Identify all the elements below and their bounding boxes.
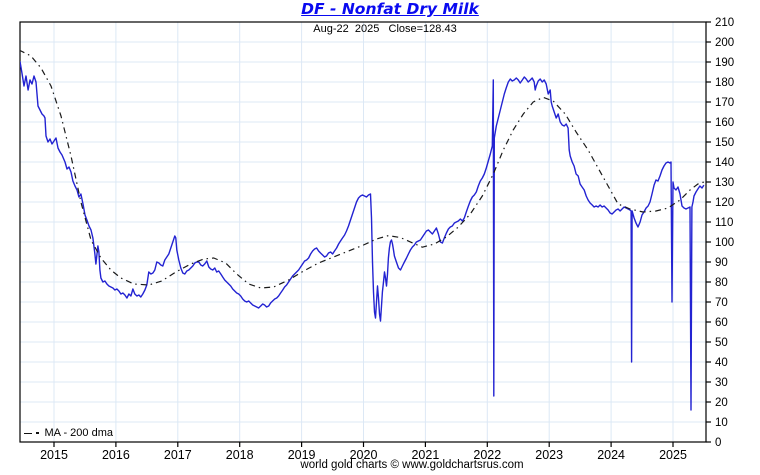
y-tick-label-190: 190: [715, 57, 734, 69]
x-tick-label-2024: 2024: [597, 448, 625, 462]
x-tick-label-2016: 2016: [102, 448, 130, 462]
y-tick-label-110: 110: [715, 217, 733, 229]
x-tick-label-2025: 2025: [659, 448, 687, 462]
x-tick-label-2020: 2020: [350, 448, 378, 462]
x-tick-label-2018: 2018: [226, 448, 254, 462]
y-tick-label-90: 90: [715, 257, 728, 269]
price-line: [20, 61, 705, 411]
x-tick-label-2023: 2023: [535, 448, 563, 462]
x-tick-label-2015: 2015: [40, 448, 68, 462]
y-tick-label-30: 30: [715, 377, 728, 389]
ma-dashdot-swatch-dot: [36, 431, 39, 435]
x-tick-label-2021: 2021: [411, 448, 439, 462]
y-tick-label-150: 150: [715, 137, 734, 149]
y-tick-label-10: 10: [715, 417, 728, 429]
y-tick-label-170: 170: [715, 97, 734, 109]
y-tick-label-210: 210: [715, 17, 734, 29]
page-title: DF - Nonfat Dry Milk: [301, 0, 479, 18]
legend: MA - 200 dma: [24, 427, 113, 439]
y-tick-label-40: 40: [715, 357, 728, 369]
footer-credit: world gold charts © www.goldchartsrus.co…: [300, 459, 524, 471]
x-tick-label-2017: 2017: [164, 448, 192, 462]
y-tick-label-80: 80: [715, 277, 728, 289]
x-tick-label-2019: 2019: [288, 448, 316, 462]
y-axis-right: 0 10 20 30 40 50 60 70 80 90 100 110 120 130 140 150 160…: [706, 17, 734, 449]
chart-subtitle-date-close: Aug-22 2025 Close=128.43: [313, 23, 457, 35]
y-tick-label-120: 120: [715, 197, 734, 209]
legend-label: MA - 200 dma: [44, 427, 113, 439]
gridlines: [20, 22, 706, 442]
ma-dashdot-swatch-dash: [24, 432, 32, 434]
x-axis-bottom: 2015 2016 2017 2018 2019 2020 2021 2022 2023 2024…: [40, 442, 687, 462]
x-tick-label-2022: 2022: [473, 448, 501, 462]
y-tick-label-20: 20: [715, 397, 728, 409]
ma-line: [20, 49, 705, 289]
y-tick-label-180: 180: [715, 77, 734, 89]
series-lines: [20, 49, 705, 411]
y-tick-label-100: 100: [715, 237, 734, 249]
y-tick-label-160: 160: [715, 117, 734, 129]
y-tick-label-50: 50: [715, 337, 728, 349]
y-tick-label-60: 60: [715, 317, 728, 329]
y-tick-label-140: 140: [715, 157, 734, 169]
y-tick-label-130: 130: [715, 177, 734, 189]
y-tick-label-70: 70: [715, 297, 728, 309]
y-tick-label-200: 200: [715, 37, 734, 49]
y-tick-label-0: 0: [715, 437, 721, 449]
